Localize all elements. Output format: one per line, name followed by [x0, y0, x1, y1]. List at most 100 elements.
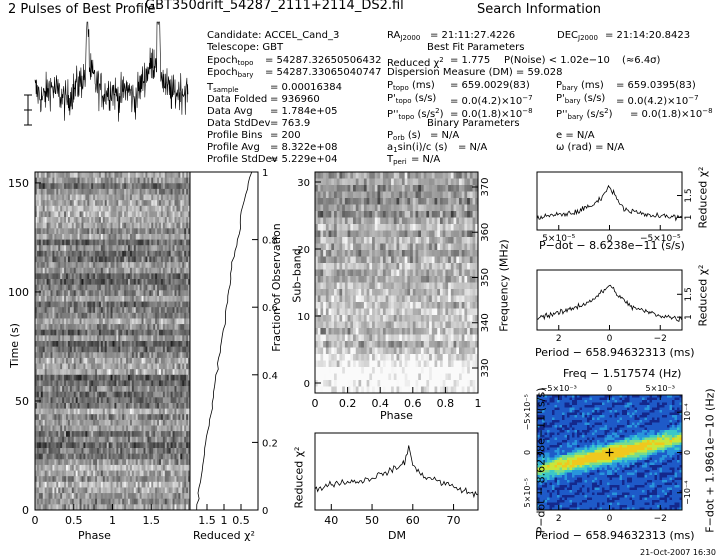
time-phase-cell — [108, 172, 111, 179]
time-phase-cell — [62, 419, 65, 426]
time-phase-cell — [42, 363, 46, 370]
time-phase-cell — [36, 431, 40, 438]
time-phase-cell — [54, 172, 57, 179]
time-phase-cell — [54, 301, 57, 308]
time-phase-cell — [166, 183, 170, 190]
time-phase-cell — [56, 284, 59, 291]
time-phase-cell — [126, 369, 129, 376]
time-phase-cell — [143, 256, 146, 263]
time-phase-cell — [50, 256, 53, 263]
time-phase-cell — [160, 414, 164, 421]
time-phase-cell — [64, 250, 67, 257]
time-phase-cell — [153, 493, 156, 500]
time-phase-cell — [178, 172, 181, 179]
time-phase-cell — [160, 290, 164, 297]
time-phase-cell — [69, 290, 73, 297]
time-phase-cell — [60, 425, 63, 432]
time-phase-cell — [38, 436, 42, 443]
time-phase-cell — [145, 312, 148, 319]
time-phase-cell — [164, 183, 168, 190]
time-phase-cell — [56, 391, 59, 398]
subband-cell — [385, 172, 389, 179]
time-phase-cell — [46, 222, 49, 229]
time-phase-cell — [40, 436, 44, 443]
chi2-xtick-label: 1.5 — [198, 514, 216, 527]
time-phase-cell — [170, 481, 173, 488]
time-phase-cell — [122, 453, 125, 460]
time-phase-cell — [64, 391, 67, 398]
time-phase-cell — [66, 380, 69, 387]
time-phase-cell — [182, 448, 185, 455]
time-phase-cell — [89, 504, 92, 511]
time-phase-cell — [131, 352, 135, 359]
time-phase-cell — [44, 493, 48, 500]
time-phase-cell — [184, 335, 187, 342]
time-phase-cell — [168, 239, 172, 246]
time-phase-cell — [151, 318, 154, 325]
time-phase-cell — [124, 453, 127, 460]
time-phase-cell — [124, 380, 127, 387]
time-phase-cell — [64, 329, 67, 336]
time-phase-cell — [168, 402, 172, 409]
time-phase-cell — [73, 476, 77, 483]
time-phase-cell — [129, 386, 133, 393]
time-phase-cell — [178, 408, 181, 415]
time-phase-cell — [141, 448, 144, 455]
time-phase-cell — [135, 442, 139, 449]
time-phase-cell — [143, 476, 146, 483]
time-phase-cell — [157, 386, 160, 393]
time-phase-cell — [162, 279, 166, 286]
time-phase-cell — [147, 459, 150, 466]
time-phase-cell — [178, 369, 181, 376]
time-phase-cell — [160, 357, 164, 364]
time-phase-cell — [157, 335, 160, 342]
time-phase-cell — [166, 233, 170, 240]
time-phase-cell — [118, 481, 121, 488]
time-phase-cell — [75, 295, 79, 302]
time-phase-cell — [35, 391, 38, 398]
time-phase-cell — [178, 177, 181, 184]
time-phase-cell — [129, 408, 133, 415]
time-phase-cell — [52, 239, 55, 246]
time-phase-cell — [52, 188, 55, 195]
time-phase-cell — [58, 273, 61, 280]
time-phase-cell — [83, 476, 86, 483]
time-phase-cell — [50, 380, 53, 387]
time-phase-cell — [87, 262, 90, 269]
time-phase-cell — [162, 431, 166, 438]
time-phase-cell — [87, 504, 90, 511]
time-phase-cell — [46, 391, 49, 398]
subband-cell — [350, 172, 354, 179]
time-phase-cell — [133, 262, 137, 269]
time-phase-cell — [79, 459, 82, 466]
time-phase-cell — [36, 380, 40, 387]
time-phase-cell — [116, 211, 119, 218]
time-phase-cell — [114, 228, 117, 235]
time-phase-cell — [124, 217, 127, 224]
time-phase-cell — [79, 233, 82, 240]
time-phase-cell — [128, 402, 131, 409]
time-phase-cell — [87, 194, 90, 201]
time-phase-cell — [114, 312, 117, 319]
time-phase-cell — [182, 267, 185, 274]
time-phase-cell — [67, 194, 71, 201]
time-phase-cell — [110, 301, 113, 308]
time-phase-cell — [157, 284, 160, 291]
time-phase-cell — [159, 448, 162, 455]
time-phase-cell — [176, 481, 179, 488]
time-phase-cell — [108, 194, 111, 201]
time-phase-cell — [114, 414, 117, 421]
time-phase-cell — [137, 459, 141, 466]
time-phase-cell — [174, 419, 177, 426]
time-phase-cell — [151, 183, 154, 190]
time-phase-cell — [62, 307, 65, 314]
time-phase-cell — [54, 470, 57, 477]
subband-cell — [393, 172, 397, 179]
time-phase-cell — [56, 188, 59, 195]
time-phase-cell — [46, 262, 49, 269]
time-phase-cell — [36, 436, 40, 443]
time-phase-cell — [174, 346, 177, 353]
time-phase-cell — [108, 363, 111, 370]
time-phase-cell — [75, 476, 79, 483]
time-phase-cell — [186, 374, 189, 381]
